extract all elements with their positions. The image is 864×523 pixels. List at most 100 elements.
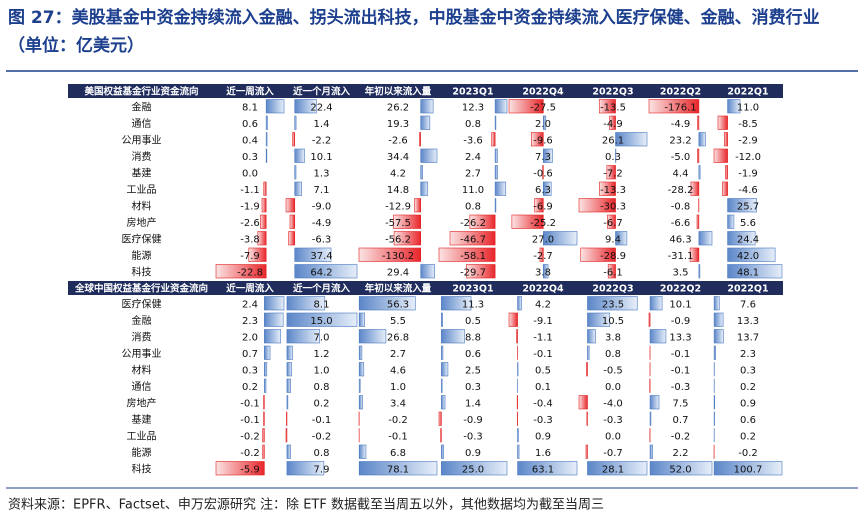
- data-bar: [696, 214, 700, 229]
- cell-value: 0.3: [605, 152, 621, 163]
- data-bar: [441, 345, 444, 360]
- data-bar: [358, 312, 365, 327]
- data-bar: [265, 115, 268, 130]
- data-bar: [264, 345, 271, 360]
- data-bar: [294, 165, 297, 180]
- data-bar: [440, 428, 442, 443]
- cell-value: -2.9: [738, 135, 758, 146]
- cell-value: -0.7: [603, 448, 623, 459]
- cell-value: 11.0: [737, 102, 759, 113]
- cell-value: 5.5: [390, 316, 406, 327]
- data-bar: [494, 198, 497, 213]
- row-label: 房地产: [127, 396, 157, 409]
- row-label: 公用事业: [122, 133, 162, 146]
- data-bar: [648, 312, 651, 327]
- cell-value: -58.1: [460, 251, 486, 262]
- data-bar: [420, 181, 429, 196]
- cell-value: 63.1: [532, 464, 554, 475]
- cell-value: 11.3: [462, 299, 484, 310]
- data-bar: [723, 132, 728, 147]
- cell-value: -6.1: [603, 267, 623, 278]
- data-bar: [260, 214, 267, 229]
- cell-value: -130.2: [382, 251, 414, 262]
- cell-value: -46.7: [460, 234, 486, 245]
- data-bar: [466, 264, 496, 279]
- cell-value: -0.9: [463, 415, 483, 426]
- data-bar: [494, 115, 497, 130]
- cell-value: 29.4: [387, 267, 409, 278]
- cell-value: -8.5: [738, 119, 758, 130]
- cell-value: -0.2: [312, 431, 332, 442]
- data-bar: [292, 132, 296, 147]
- cell-value: -9.1: [533, 316, 553, 327]
- data-bar: [516, 329, 518, 344]
- cell-value: 0.5: [535, 365, 551, 376]
- column-header: 2022Q3: [592, 284, 633, 295]
- column-header: 近一个月流入: [293, 283, 351, 295]
- data-bar: [494, 148, 498, 163]
- data-bar: [727, 231, 756, 246]
- cell-value: 64.2: [310, 267, 332, 278]
- cell-value: -0.2: [388, 415, 408, 426]
- cell-value: -4.9: [671, 119, 691, 130]
- data-bar: [587, 329, 596, 344]
- cell-value: -6.7: [603, 218, 623, 229]
- data-bar: [393, 214, 421, 229]
- header-row: [68, 281, 783, 295]
- data-bar: [649, 411, 652, 426]
- cell-value: -31.1: [668, 251, 694, 262]
- data-bar: [517, 444, 520, 459]
- cell-value: -0.3: [533, 415, 553, 426]
- data-bar: [607, 264, 616, 279]
- row-label: 材料: [132, 199, 152, 212]
- cell-value: 4.6: [390, 365, 406, 376]
- cell-value: 78.1: [387, 464, 409, 475]
- cell-value: 0.8: [314, 382, 330, 393]
- cell-value: 4.4: [673, 168, 689, 179]
- data-bar: [508, 99, 544, 114]
- data-bar: [262, 444, 265, 459]
- data-bar: [438, 247, 496, 262]
- row-label: 工业品: [127, 430, 157, 442]
- cell-value: 4.2: [390, 168, 406, 179]
- tables: 美国权益基金行业资金流向 近一周流入 近一个月流入 年初以来流入量 2023Q1 2022…: [68, 84, 783, 476]
- data-bar: [713, 296, 720, 311]
- cell-value: 2.4: [465, 152, 481, 163]
- cell-value: 2.7: [390, 349, 406, 360]
- data-bar: [543, 181, 552, 196]
- cell-value: 42.0: [737, 251, 759, 262]
- data-bar: [494, 181, 507, 196]
- data-bar: [286, 296, 326, 311]
- row-label: 能源: [132, 446, 152, 459]
- cell-value: 23.2: [669, 135, 691, 146]
- data-bar: [469, 214, 496, 229]
- cell-value: 8.1: [314, 299, 330, 310]
- cell-value: 0.8: [605, 349, 621, 360]
- cell-value: -4.9: [603, 119, 623, 130]
- data-bar: [698, 264, 701, 279]
- data-bar: [294, 115, 297, 130]
- cell-value: 7.1: [314, 185, 330, 196]
- data-bar: [358, 395, 363, 410]
- cell-value: -0.3: [463, 431, 483, 442]
- data-bar: [215, 461, 265, 476]
- data-bar: [419, 132, 421, 147]
- data-bar: [649, 395, 660, 410]
- data-bar: [722, 181, 728, 196]
- data-bar: [265, 132, 268, 147]
- data-bar: [713, 395, 716, 410]
- cell-value: 0.6: [242, 119, 258, 130]
- cell-value: -4.0: [603, 398, 623, 409]
- cell-value: 7.9: [314, 464, 330, 475]
- data-bar: [414, 198, 421, 213]
- cell-value: 28.1: [602, 464, 624, 475]
- data-bar: [288, 231, 296, 246]
- cell-value: -56.2: [385, 234, 411, 245]
- cell-value: 0.6: [465, 349, 481, 360]
- cell-value: 0.0: [242, 168, 258, 179]
- cell-value: 0.9: [535, 431, 551, 442]
- row-label: 金融: [132, 100, 152, 113]
- data-bar: [264, 378, 267, 393]
- data-bar: [587, 461, 648, 476]
- data-bar: [420, 99, 434, 114]
